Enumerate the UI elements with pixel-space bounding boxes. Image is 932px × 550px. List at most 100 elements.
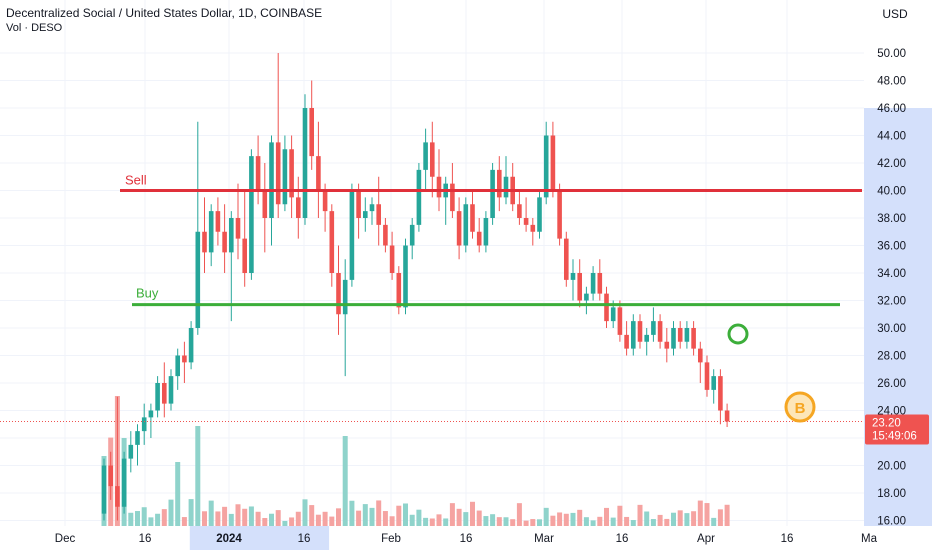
volume-bar xyxy=(396,505,402,526)
price-tick-label: 44.00 xyxy=(877,131,906,143)
time-tick-label: 16 xyxy=(616,533,629,545)
candle-body xyxy=(128,444,134,459)
candle-body xyxy=(329,211,335,273)
volume-bar xyxy=(208,500,214,526)
candle-body xyxy=(262,190,268,218)
time-tick-label: 16 xyxy=(298,533,311,545)
candle-body xyxy=(168,376,174,404)
currency-button[interactable]: USD xyxy=(882,7,908,21)
price-tick-label: 50.00 xyxy=(877,48,906,60)
price-tick-label: 32.00 xyxy=(877,296,906,308)
candle-body xyxy=(188,328,194,363)
candle-body xyxy=(543,135,549,198)
candle-body xyxy=(564,238,569,280)
candle-body xyxy=(269,142,274,218)
volume-bar xyxy=(362,504,368,526)
candle-body xyxy=(537,197,542,232)
candle-body xyxy=(584,293,589,301)
candle-body xyxy=(476,231,482,246)
volume-bar xyxy=(624,516,630,526)
price-tick-label: 30.00 xyxy=(877,323,906,335)
volume-bar xyxy=(202,511,207,526)
volume-bar xyxy=(449,503,455,526)
volume-bar xyxy=(644,511,650,526)
candle-body xyxy=(470,204,475,232)
volume-bar xyxy=(155,513,161,526)
candle-body xyxy=(349,190,355,280)
volume-bar xyxy=(717,509,723,526)
candle-body xyxy=(490,169,495,218)
volume-bar xyxy=(597,516,603,526)
candle-body xyxy=(664,341,670,349)
volume-bar xyxy=(248,506,254,526)
candle-body xyxy=(503,176,509,198)
volume-bar xyxy=(604,507,609,526)
candle-body xyxy=(711,376,716,390)
candle-body xyxy=(336,273,341,315)
volume-bar xyxy=(255,511,261,526)
candle-body xyxy=(430,142,435,177)
last-price-tag xyxy=(865,414,929,445)
candle-body xyxy=(162,383,167,404)
volume-bar xyxy=(215,511,221,526)
volume-bar xyxy=(697,500,703,526)
volume-bar xyxy=(269,513,274,526)
candle-body xyxy=(423,142,428,170)
candle-body xyxy=(195,231,201,328)
volume-bar xyxy=(677,510,683,526)
volume-bar xyxy=(309,505,315,526)
volume-bar xyxy=(188,499,194,526)
price-tick-label: 40.00 xyxy=(877,186,906,198)
candle-body xyxy=(644,334,649,342)
marker-letter: B xyxy=(795,400,806,417)
volume-bar xyxy=(550,515,556,526)
candle-body xyxy=(604,293,609,322)
volume-bar xyxy=(161,509,167,526)
volume-bar xyxy=(181,517,187,526)
volume-bar xyxy=(650,519,656,526)
time-tick-label: Ma xyxy=(861,533,878,545)
volume-bar xyxy=(168,499,174,526)
candle-body xyxy=(436,176,442,198)
candle-body xyxy=(135,431,140,445)
candle-body xyxy=(182,355,187,363)
candle-body xyxy=(409,224,415,246)
volume-indicator-label[interactable]: Vol · DESO xyxy=(6,22,63,34)
price-axis[interactable]: 16.0018.0020.0022.0024.0026.0028.0030.00… xyxy=(864,0,932,550)
volume-bar xyxy=(704,503,710,526)
volume-bar xyxy=(389,516,395,526)
candle-body xyxy=(557,190,562,239)
volume-bar xyxy=(222,506,228,526)
volume-bar xyxy=(376,500,382,526)
candle-body xyxy=(691,328,696,349)
candle-body xyxy=(610,307,616,322)
candle-body xyxy=(530,224,536,232)
volume-bar xyxy=(724,504,730,526)
volume-bar xyxy=(382,511,388,526)
volume-bar xyxy=(463,512,469,526)
volume-bar xyxy=(409,514,415,526)
buy-label: Buy xyxy=(136,286,159,301)
candle-body xyxy=(456,211,462,246)
volume-bar xyxy=(490,514,496,526)
time-tick-label: 16 xyxy=(139,533,152,545)
volume-bar xyxy=(443,518,449,526)
volume-bar xyxy=(530,519,536,526)
time-axis-selection xyxy=(189,526,330,550)
volume-bar xyxy=(476,510,482,526)
volume-bar xyxy=(336,508,341,526)
volume-bar xyxy=(141,507,147,526)
volume-bar xyxy=(235,504,241,526)
volume-bar xyxy=(664,518,670,526)
price-tick-label: 16.00 xyxy=(877,516,906,528)
time-axis[interactable]: Dec 16 2024 16 Feb 16 Mar 16 Apr 16 Ma xyxy=(0,526,932,550)
volume-bar xyxy=(671,512,676,526)
candle-body xyxy=(121,458,127,507)
support-resistance-lines: Sell Buy xyxy=(120,173,862,307)
orange-circle-marker xyxy=(784,391,816,423)
volume-bar xyxy=(242,508,248,526)
volume-bar xyxy=(496,517,502,526)
volume-bar xyxy=(295,511,301,526)
time-tick-label: 16 xyxy=(460,533,473,545)
